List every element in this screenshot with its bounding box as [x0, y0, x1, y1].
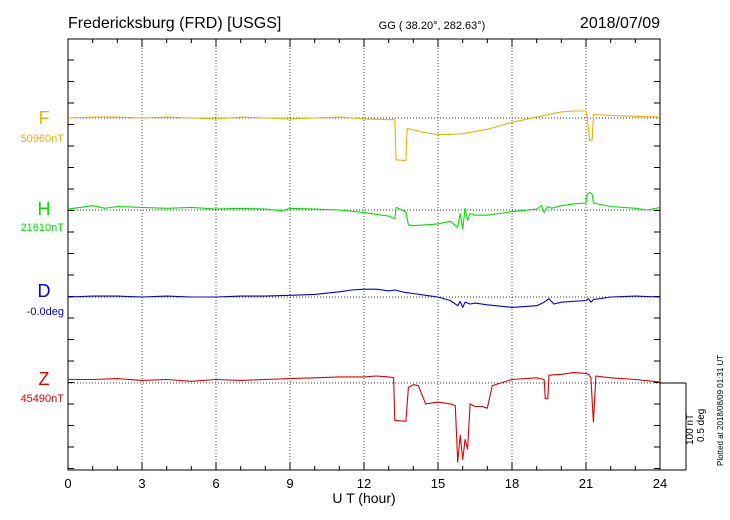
series-name-H: H: [38, 199, 51, 219]
series-line-D: [67, 288, 661, 308]
station-title: Fredericksburg (FRD) [USGS]: [68, 15, 281, 32]
date-label: 2018/07/09: [580, 15, 660, 32]
scale-deg-label: 0.5 deg: [696, 409, 707, 442]
plotted-timestamp: Plotted at 2018/08/09 01:31 UT: [716, 355, 725, 466]
x-tick-label: 21: [579, 476, 593, 491]
x-axis-label: U T (hour): [332, 490, 395, 506]
x-tick-labels: 0 3 6 9 12 15 18 21 24: [64, 476, 667, 491]
series-baseline-Z: 45490nT: [21, 393, 65, 405]
series-baseline-H: 21610nT: [21, 222, 65, 234]
x-tick-label: 9: [286, 476, 293, 491]
series-name-F: F: [39, 108, 50, 128]
x-tick-label: 6: [212, 476, 219, 491]
x-tick-label: 24: [653, 476, 667, 491]
x-tick-label: 0: [64, 476, 71, 491]
series-baseline-F: 50960nT: [21, 133, 65, 145]
grid-lines: [68, 39, 660, 470]
scale-nt-label: 100 nT: [685, 414, 696, 445]
series-group: [67, 110, 661, 463]
series-line-Z: [68, 372, 661, 463]
x-tick-label: 18: [505, 476, 519, 491]
series-line-H: [67, 192, 661, 230]
scale-bar: [660, 382, 687, 471]
series-labels: F 50960nT H 21610nT D -0.0deg Z 45490nT: [21, 108, 65, 405]
x-tick-label: 15: [431, 476, 445, 491]
series-line-F: [67, 110, 661, 162]
series-name-Z: Z: [39, 369, 50, 389]
x-tick-label: 3: [138, 476, 145, 491]
coordinates-label: GG ( 38.20°, 282.63°): [379, 20, 486, 32]
series-name-D: D: [38, 281, 51, 301]
x-tick-label: 12: [357, 476, 371, 491]
series-baseline-D: -0.0deg: [27, 306, 64, 318]
